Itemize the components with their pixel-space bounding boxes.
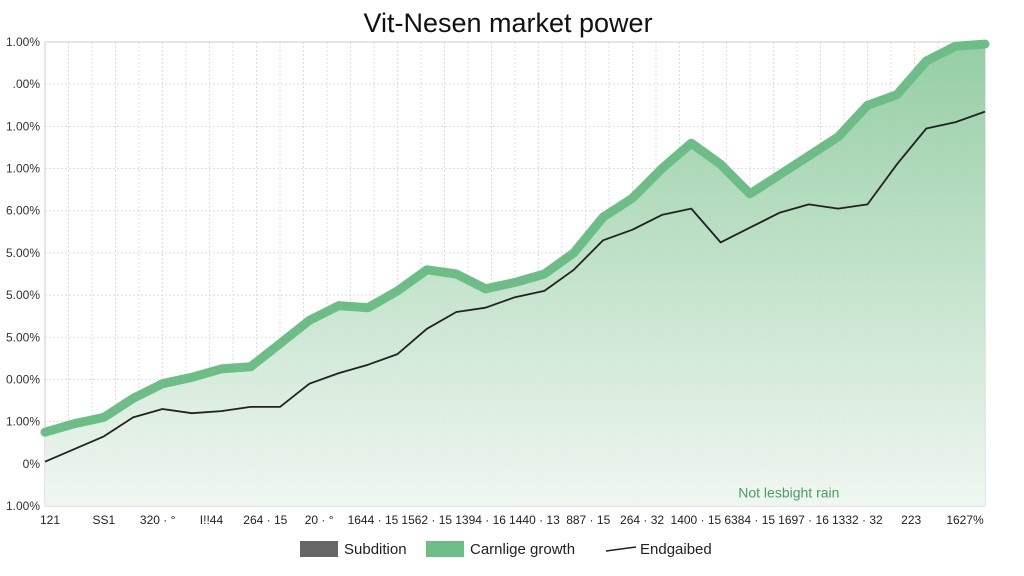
x-tick-label: 223 [901,513,921,527]
legend: Subdition Carnlige growth Endgaibed [300,541,712,558]
y-tick-label: 0% [23,457,41,471]
line-series-1 [44,110,986,463]
y-tick-label: 5.00% [6,288,40,302]
x-tick-label: 6384 · 15 [724,513,775,527]
y-tick-label: 1.00% [6,162,40,176]
y-tick-label: 0.00% [6,372,40,386]
legend-label: Carnlige growth [470,541,575,558]
x-tick-label: 887 · 15 [566,513,610,527]
y-tick-label: 1.00% [6,415,40,429]
y-tick-label: 1.00% [6,499,40,513]
x-tick-label: 1697 · 16 [778,513,829,527]
area-edge-series-0 [40,39,990,437]
y-tick-label: 1.00% [6,35,40,49]
chart-title: Vit-Nesen market power [363,8,652,38]
area-series [40,39,990,506]
x-tick-label: I!!44 [200,513,224,527]
x-tick-label: 1394 · 16 [455,513,506,527]
x-tick-label: 1440 · 13 [509,513,560,527]
legend-line-swatch [605,546,637,552]
x-tick-label: 1627% [946,513,984,527]
annotation-text: Not lesbight rain [738,484,839,500]
legend-swatch [300,541,338,557]
x-tick-label: SS1 [92,513,115,527]
x-tick-label: 1562 · 15 [401,513,452,527]
annotations: Not lesbight rain [738,484,839,500]
x-tick-label: 264 · 15 [243,513,287,527]
y-tick-label: .00% [13,77,41,91]
legend-swatch [426,541,464,557]
legend-label: Endgaibed [640,541,712,558]
x-axis-ticks: 121 SS1 320 · ° I!!44 264 · 15 20 · ° 1644 · … [40,513,984,527]
x-tick-label: 20 · ° [305,513,334,527]
line-series [44,110,986,463]
y-axis-ticks: 1.00% .00% 1.00% 1.00% 6.00% 5.00% 5.00% 5.00% 0… [6,35,40,513]
x-tick-label: 121 [40,513,60,527]
x-tick-label: 320 · ° [140,513,176,527]
x-tick-label: 1332 · 32 [832,513,883,527]
y-tick-label: 6.00% [6,204,40,218]
legend-label: Subdition [344,541,407,558]
y-tick-label: 5.00% [6,246,40,260]
x-tick-label: 1644 · 15 [348,513,399,527]
x-tick-label: 264 · 32 [620,513,664,527]
x-tick-label: 1400 · 15 [671,513,722,527]
y-tick-label: 5.00% [6,330,40,344]
y-tick-label: 1.00% [6,119,40,133]
area-fill-series-0 [45,44,985,506]
